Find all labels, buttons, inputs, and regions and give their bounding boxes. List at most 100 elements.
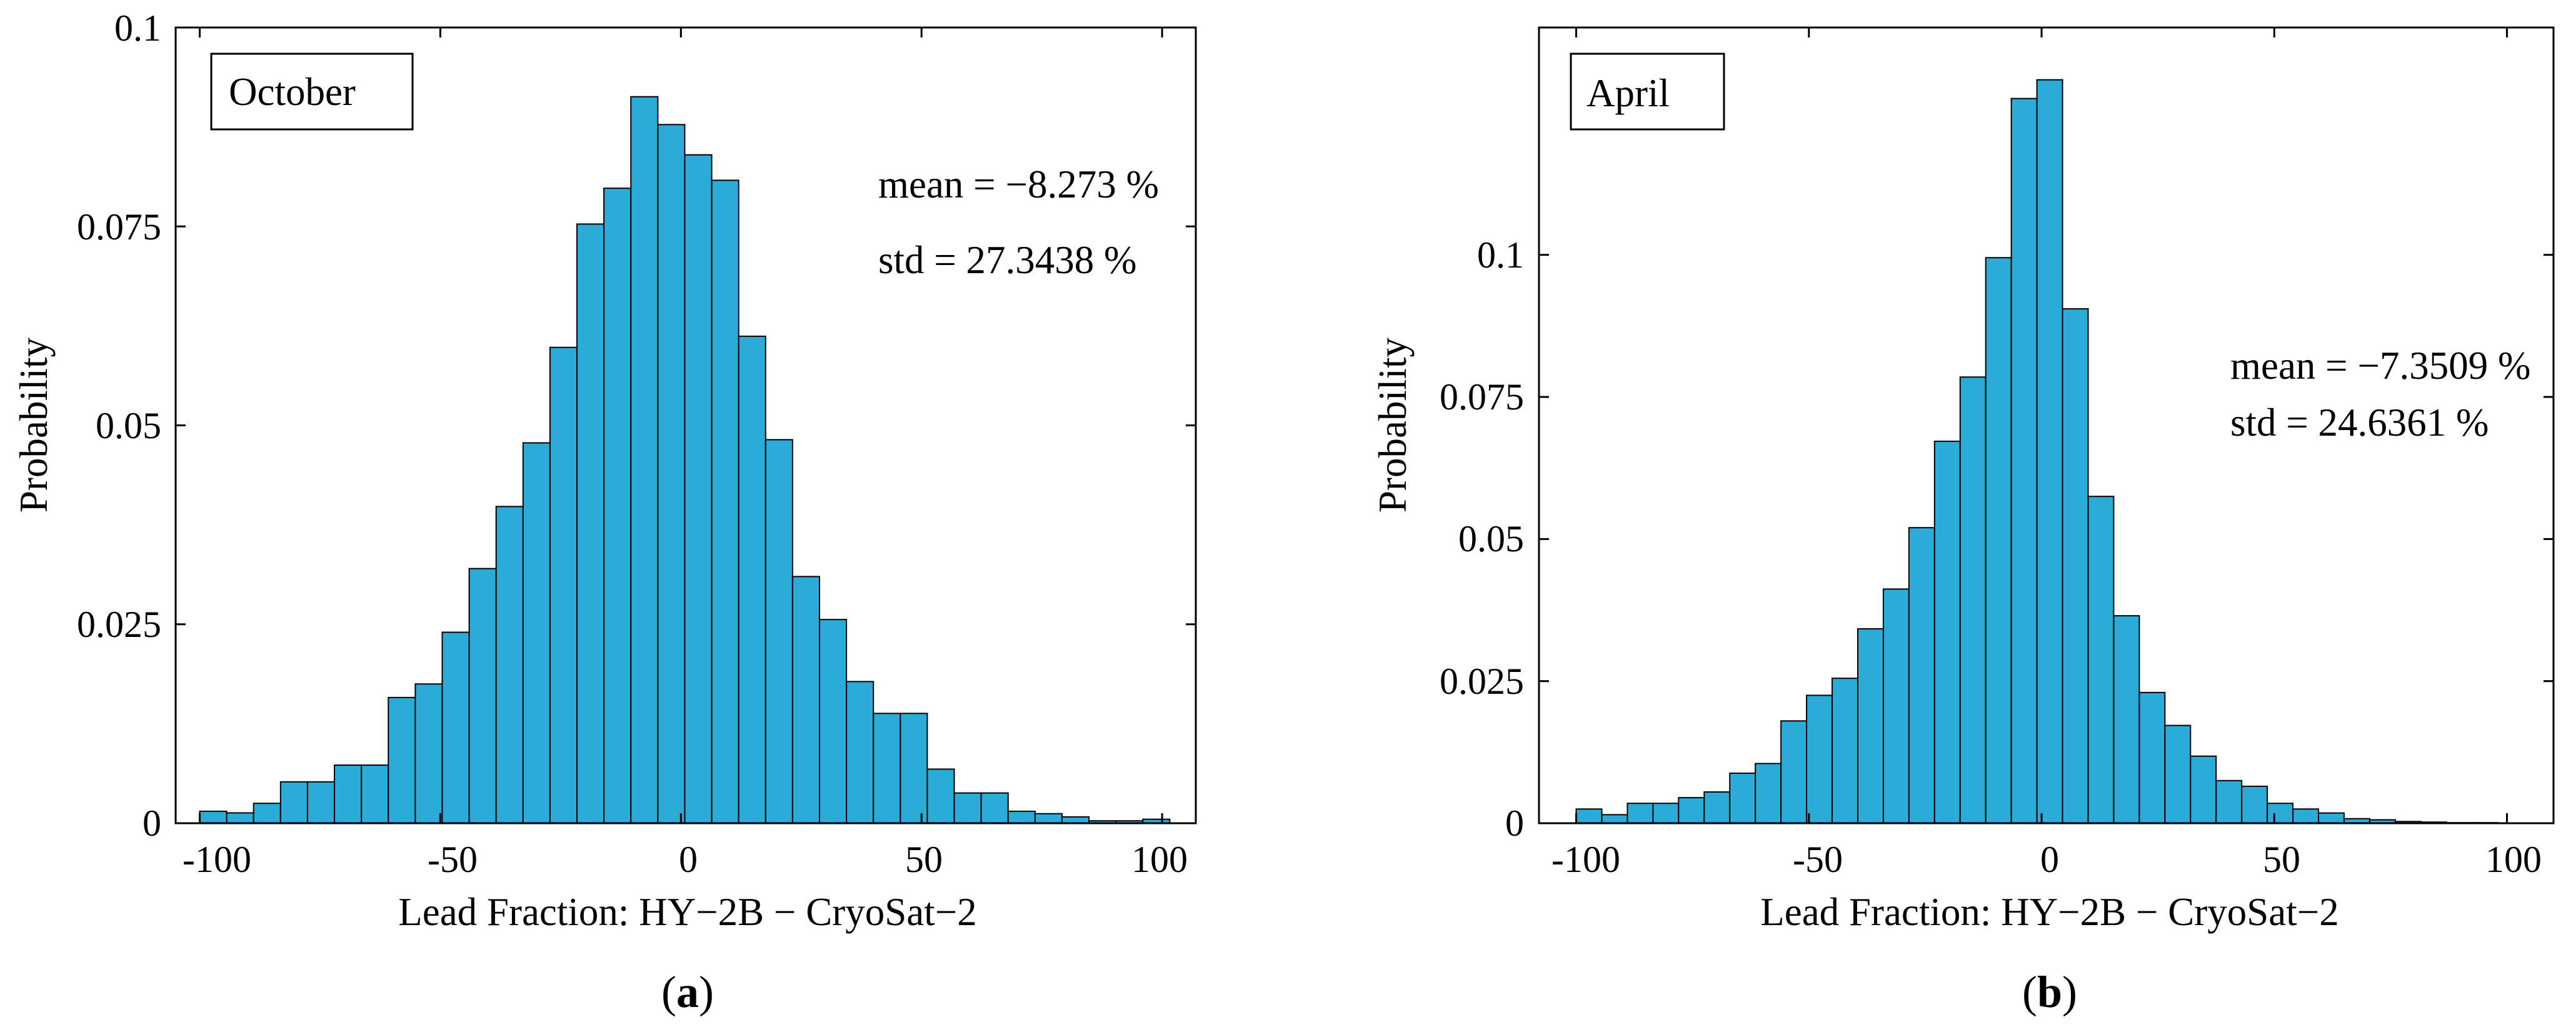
panel-b-axes-frame: [1538, 26, 2555, 824]
panel-a-ytick-label: 0.1: [114, 8, 161, 49]
panel-b-legend-box: [1570, 53, 1725, 131]
panel-b-ytick-label: 0.075: [1440, 376, 1524, 418]
panel-a-histogram-bar: [334, 764, 363, 824]
panel-a-mean-annotation: mean = −8.273 %: [878, 163, 1159, 206]
panel-a-histogram-bar: [1034, 813, 1063, 824]
panel-a-histogram-bar: [495, 506, 524, 824]
panel-b-histogram-bar: [1729, 772, 1757, 824]
panel-a-legend-box: [210, 53, 414, 131]
panel-a-histogram-bar: [1007, 810, 1036, 824]
panel-b-histogram-bar: [1959, 376, 1987, 824]
panel-a-tick-marks: [176, 26, 1196, 824]
panel-a-histogram-bar: [603, 188, 632, 824]
panel-a-histogram-bar: [549, 346, 578, 824]
panel-a-xlabel: Lead Fraction: HY−2B − CryoSat−2: [398, 890, 976, 934]
panel-b-histogram-bar: [1832, 678, 1858, 824]
panel-a-histogram-bar: [522, 442, 551, 824]
panel-a-label: (a): [661, 967, 714, 1017]
panel-a-histogram-bar: [819, 619, 848, 824]
panel-a-bars: [199, 96, 1171, 824]
panel-a-std-annotation: std = 27.3438 %: [878, 238, 1137, 282]
panel-b-histogram-bar: [1857, 628, 1884, 824]
panel-b-histogram-bar: [2138, 691, 2166, 824]
panel-b-histogram-bar: [1652, 803, 1680, 824]
panel-a-histogram-bar: [791, 576, 821, 824]
panel-a-histogram-bar: [711, 179, 739, 824]
panel-b-histogram-bar: [2087, 496, 2115, 824]
panel-a-histogram-bar: [846, 681, 875, 824]
panel-a-ytick-label: 0.05: [96, 405, 161, 446]
panel-b-xtick-label: -100: [1551, 839, 1620, 880]
panel-b-xtick-label: -50: [1793, 839, 1843, 880]
panel-a-histogram-bar: [873, 713, 901, 824]
panel-b-histogram-bar: [1882, 588, 1910, 824]
panel-a-histogram-bar: [900, 713, 928, 824]
panel-a-histogram-bar: [980, 792, 1009, 824]
panel-b-ytick-label: 0.1: [1477, 234, 1524, 276]
panel-a-ytick-label: 0.025: [77, 604, 161, 645]
panel-b-histogram-bar: [1780, 720, 1808, 824]
panel-b-ytick-label: 0: [1505, 803, 1524, 844]
panel-b-histogram-bar: [1575, 808, 1603, 824]
panel-b-histogram-bar: [1755, 763, 1782, 824]
panel-a-histogram-bar: [253, 803, 281, 824]
panel-a-xtick-label: -50: [428, 839, 478, 880]
panel-a-histogram-bar: [388, 696, 416, 824]
panel-a-histogram-bar: [576, 223, 605, 824]
panel-a-histogram-bar: [926, 768, 955, 824]
panel-a-xtick-label: -100: [183, 839, 251, 880]
panel-a-histogram-bar: [441, 631, 470, 824]
panel-b-histogram-bar: [2036, 79, 2063, 824]
panel-b-histogram-bar: [2190, 755, 2217, 824]
panel-b-bars: [1575, 79, 2498, 824]
panel-a-histogram-bar: [630, 96, 659, 824]
panel-a-histogram-bar: [414, 683, 443, 824]
panel-b-std-annotation: std = 24.6361 %: [2230, 401, 2489, 444]
panel-b-histogram-bar: [1601, 814, 1628, 824]
panel-a-histogram-bar: [684, 154, 713, 824]
panel-a-ytick-label: 0: [143, 803, 161, 844]
panel-a-xtick-label: 0: [679, 839, 698, 880]
panel-b-histogram-bar: [1626, 803, 1654, 824]
panel-b-chart: -100 -50 0 50 100 0 0.025 0.05 0.075 0.1…: [1371, 26, 2555, 1017]
panel-b-mean-annotation: mean = −7.3509 %: [2230, 344, 2530, 388]
panel-b-histogram-bar: [2241, 785, 2268, 824]
panel-b-histogram-bar: [1678, 797, 1705, 824]
panel-b-tick-marks: [1539, 28, 2553, 824]
panel-b-ytick-label: 0.025: [1440, 661, 1524, 702]
panel-b-xlabel: Lead Fraction: HY−2B − CryoSat−2: [1760, 890, 2338, 934]
panel-b-histogram-bar: [2267, 803, 2294, 824]
panel-b-xtick-label: 50: [2263, 839, 2300, 880]
panel-a-ytick-label: 0.075: [77, 206, 161, 248]
panel-a-histogram-bar: [468, 568, 497, 824]
panel-b-histogram-bar: [1985, 257, 2012, 824]
panel-a-chart: -100 -50 0 50 100 0 0.025 0.05 0.075 0.1…: [12, 8, 1197, 1017]
panel-b-histogram-bar: [1933, 440, 1961, 824]
panel-a-histogram-bar: [764, 439, 793, 824]
panel-b-histogram-bar: [2062, 308, 2089, 824]
panel-a-histogram-bar: [738, 335, 766, 824]
panel-a-histogram-bar: [199, 810, 228, 824]
panel-a-histogram-bar: [226, 812, 254, 824]
panel-b-histogram-bar: [2292, 808, 2320, 824]
panel-b-legend-text: April: [1586, 71, 1670, 115]
panel-b-histogram-bar: [2164, 724, 2192, 824]
panel-a-histogram-bar: [657, 124, 686, 824]
panel-b-histogram-bar: [1806, 694, 1833, 824]
panel-b-ytick-label: 0.05: [1458, 518, 1524, 559]
panel-a-histogram-bar: [1061, 816, 1090, 824]
panel-b-xtick-label: 0: [2040, 839, 2059, 880]
panel-b-histogram-bar: [1703, 791, 1731, 824]
panel-b-xtick-label: 100: [2485, 839, 2542, 880]
panel-b-label: (b): [2022, 967, 2077, 1017]
panel-b-histogram-bar: [2215, 779, 2243, 824]
panel-b-histogram-bar: [2010, 98, 2038, 824]
panel-a-xtick-label: 50: [905, 839, 943, 880]
panel-a-legend-text: October: [229, 70, 356, 114]
panel-b-histogram-bar: [2318, 812, 2345, 824]
panel-b-histogram-bar: [2113, 615, 2140, 824]
panel-a-xtick-label: 100: [1131, 839, 1188, 880]
panel-a-histogram-bar: [953, 792, 982, 824]
panel-a-histogram-bar: [361, 764, 389, 824]
